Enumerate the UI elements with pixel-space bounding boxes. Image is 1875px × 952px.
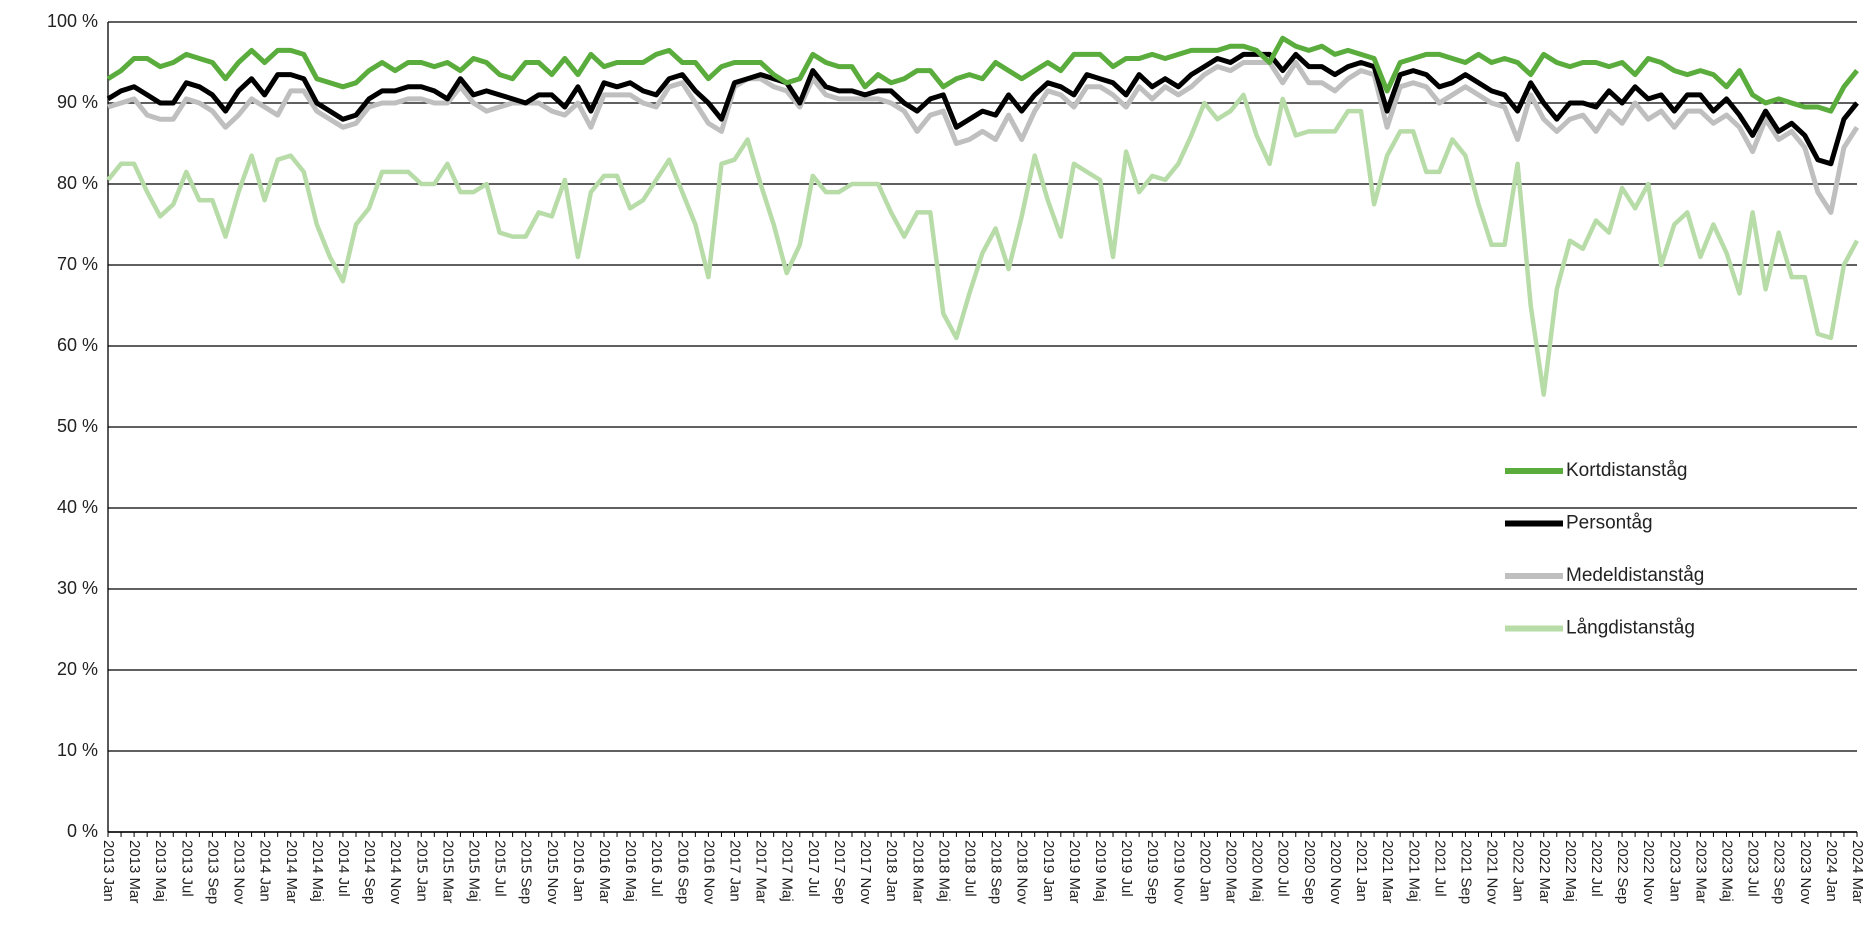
x-tick-label: 2015 Maj (465, 840, 482, 902)
y-tick-label: 70 % (57, 254, 98, 274)
x-tick-label: 2024 Mar (1849, 840, 1866, 903)
x-tick-label: 2014 Jan (257, 840, 274, 902)
x-tick-label: 2013 Jul (178, 840, 195, 897)
series-line (107, 60, 1860, 215)
x-tick-label: 2021 Sep (1457, 840, 1474, 904)
x-tick-label: 2021 Mar (1379, 840, 1396, 903)
x-tick-label: 2016 Mar (596, 840, 613, 903)
x-tick-label: 2019 Mar (1066, 840, 1083, 903)
x-tick-label: 2017 Nov (857, 840, 874, 905)
x-tick-label: 2017 Sep (831, 840, 848, 904)
x-tick-label: 2024 Jan (1823, 840, 1840, 902)
x-tick-label: 2017 Jan (727, 840, 744, 902)
y-tick-label: 20 % (57, 659, 98, 679)
x-tick-label: 2023 Sep (1771, 840, 1788, 904)
x-tick-label: 2014 Nov (387, 840, 404, 905)
x-tick-label: 2016 Sep (674, 840, 691, 904)
x-tick-label: 2015 Jan (413, 840, 430, 902)
x-tick-label: 2022 Maj (1562, 840, 1579, 902)
x-tick-label: 2023 Jan (1666, 840, 1683, 902)
x-tick-label: 2015 Jul (492, 840, 509, 897)
x-tick-label: 2022 Sep (1614, 840, 1631, 904)
x-tick-label: 2015 Mar (439, 840, 456, 903)
x-tick-label: 2018 Maj (935, 840, 952, 902)
y-tick-label: 60 % (57, 335, 98, 355)
x-tick-label: 2020 Mar (1223, 840, 1240, 903)
y-tick-label: 80 % (57, 173, 98, 193)
x-tick-label: 2022 Jan (1510, 840, 1527, 902)
x-tick-label: 2013 Sep (204, 840, 221, 904)
y-tick-label: 50 % (57, 416, 98, 436)
legend-label: Medeldistanståg (1566, 565, 1704, 586)
x-tick-label: 2014 Jul (335, 840, 352, 897)
x-tick-label: 2021 Jan (1353, 840, 1370, 902)
y-tick-label: 40 % (57, 497, 98, 517)
x-tick-label: 2014 Sep (361, 840, 378, 904)
x-tick-label: 2019 Jul (1118, 840, 1135, 897)
legend-label: Långdistanståg (1566, 618, 1695, 639)
x-tick-label: 2020 Nov (1327, 840, 1344, 905)
y-tick-label: 30 % (57, 578, 98, 598)
x-tick-label: 2014 Mar (283, 840, 300, 903)
x-tick-label: 2017 Mar (753, 840, 770, 903)
series-line (106, 35, 1859, 114)
x-tick-label: 2018 Jul (961, 840, 978, 897)
y-tick-label: 90 % (57, 92, 98, 112)
x-tick-label: 2017 Maj (779, 840, 796, 902)
x-tick-label: 2016 Jul (648, 840, 665, 897)
x-tick-label: 2020 Maj (1249, 840, 1266, 902)
x-tick-label: 2022 Mar (1536, 840, 1553, 903)
x-tick-label: 2018 Jan (883, 840, 900, 902)
x-tick-label: 2014 Maj (309, 840, 326, 902)
x-tick-label: 2023 Nov (1797, 840, 1814, 905)
x-tick-label: 2017 Jul (805, 840, 822, 897)
x-tick-label: 2021 Jul (1431, 840, 1448, 897)
x-tick-label: 2022 Nov (1640, 840, 1657, 905)
x-tick-label: 2023 Jul (1745, 840, 1762, 897)
x-tick-label: 2016 Jan (570, 840, 587, 902)
x-tick-label: 2023 Maj (1719, 840, 1736, 902)
x-tick-label: 2016 Nov (700, 840, 717, 905)
x-tick-label: 2013 Maj (152, 840, 169, 902)
x-tick-label: 2015 Sep (518, 840, 535, 904)
x-tick-label: 2013 Jan (100, 840, 117, 902)
y-tick-label: 10 % (57, 740, 98, 760)
x-tick-label: 2020 Jul (1275, 840, 1292, 897)
x-tick-label: 2016 Maj (622, 840, 639, 902)
series-line (106, 92, 1859, 397)
x-tick-label: 2018 Mar (909, 840, 926, 903)
x-tick-label: 2013 Mar (126, 840, 143, 903)
series-line (106, 51, 1859, 167)
x-tick-label: 2021 Maj (1405, 840, 1422, 902)
x-tick-label: 2023 Mar (1692, 840, 1709, 903)
x-tick-label: 2013 Nov (231, 840, 248, 905)
x-tick-label: 2018 Sep (988, 840, 1005, 904)
x-tick-label: 2019 Sep (1144, 840, 1161, 904)
x-tick-label: 2021 Nov (1484, 840, 1501, 905)
x-tick-label: 2019 Nov (1170, 840, 1187, 905)
legend-label: Kortdistanståg (1566, 460, 1687, 481)
y-tick-label: 0 % (67, 821, 98, 841)
x-tick-label: 2020 Jan (1196, 840, 1213, 902)
x-tick-label: 2018 Nov (1014, 840, 1031, 905)
x-tick-label: 2022 Jul (1588, 840, 1605, 897)
x-tick-label: 2020 Sep (1301, 840, 1318, 904)
x-tick-label: 2019 Jan (1040, 840, 1057, 902)
y-tick-label: 100 % (47, 11, 98, 31)
x-tick-label: 2019 Maj (1092, 840, 1109, 902)
x-tick-label: 2015 Nov (544, 840, 561, 905)
legend-label: Persontåg (1566, 513, 1653, 534)
